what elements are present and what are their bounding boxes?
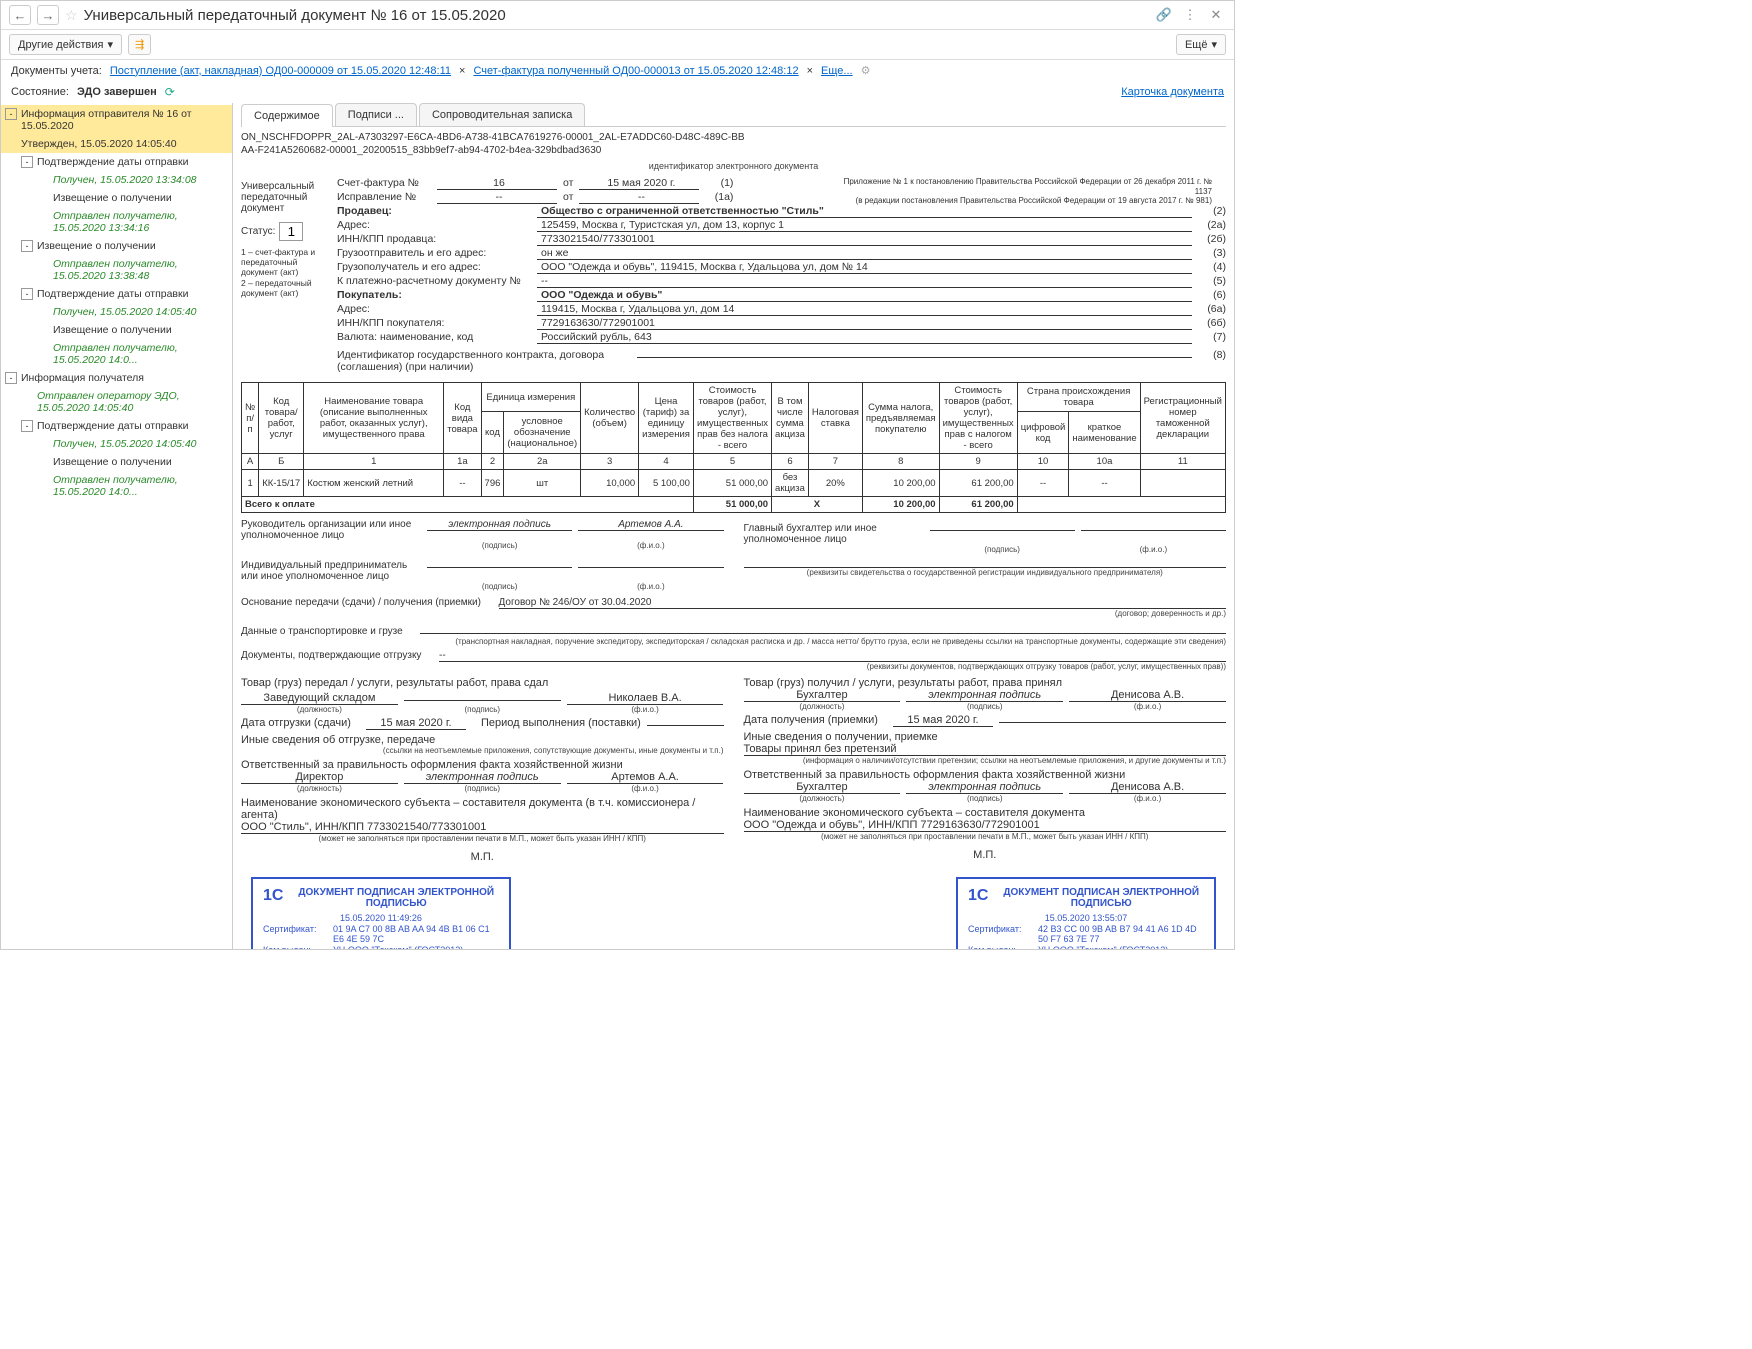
sidebar-item[interactable]: -Информация получателя	[1, 369, 232, 387]
sidebar-item[interactable]: -Подтверждение даты отправки	[1, 153, 232, 171]
card-link[interactable]: Карточка документа	[1121, 86, 1224, 98]
app-window: ← → ☆ Универсальный передаточный докумен…	[0, 0, 1235, 950]
doc-ids: ON_NSCHFDOPPR_2AL-A7303297-E6CA-4BD6-A73…	[241, 131, 1226, 157]
sidebar-item-label: Подтверждение даты отправки	[37, 288, 188, 300]
logo-1c: 1C	[263, 887, 283, 905]
sidebar-item-label: Отправлен оператору ЭДО, 15.05.2020 14:0…	[37, 390, 180, 414]
left-note: 1 – счет-фактура и передаточный документ…	[241, 247, 327, 298]
right-block: Товар (груз) получил / услуги, результат…	[744, 677, 1227, 863]
sidebar-item-label: Информация отправителя № 16 от 15.05.202…	[21, 108, 192, 132]
docs-more-link[interactable]: Еще...	[821, 65, 853, 77]
status-box: Статус:	[241, 222, 327, 241]
sidebar-item[interactable]: -Подтверждение даты отправки	[1, 417, 232, 435]
sidebar-item-label: Подтверждение даты отправки	[37, 156, 188, 168]
sidebar-item[interactable]: Получен, 15.05.2020 13:34:08	[1, 171, 232, 189]
sidebar-item-label: Утвержден, 15.05.2020 14:05:40	[21, 138, 177, 150]
content: Содержимое Подписи ... Сопроводительная …	[233, 103, 1234, 949]
stamp-right: 1CДОКУМЕНТ ПОДПИСАН ЭЛЕКТРОННОЙ ПОДПИСЬЮ…	[956, 877, 1216, 949]
tree-icon-button[interactable]: ⇶	[128, 34, 151, 55]
doc-fields: Счет-фактура № 16 от 15 мая 2020 г. (1) …	[337, 177, 1226, 374]
status-input[interactable]	[279, 222, 303, 241]
sidebar-item[interactable]: Отправлен получателю, 15.05.2020 14:0...	[1, 471, 232, 501]
sidebar-item-label: Получен, 15.05.2020 13:34:08	[53, 174, 197, 186]
sig-top: Руководитель организации или иное уполно…	[241, 519, 1226, 591]
forward-button[interactable]: →	[37, 5, 59, 25]
dropdown-icon: ▾	[107, 38, 113, 51]
tabs: Содержимое Подписи ... Сопроводительная …	[241, 103, 1226, 127]
gear-icon[interactable]: ⚙	[861, 64, 871, 77]
left-block: Товар (груз) передал / услуги, результат…	[241, 677, 724, 863]
main: -Информация отправителя № 16 от 15.05.20…	[1, 103, 1234, 949]
sidebar-item-label: Извещение о получении	[53, 324, 172, 336]
other-actions-button[interactable]: Другие действия ▾	[9, 34, 122, 55]
doc-link-1[interactable]: Поступление (акт, накладная) ОД00-000009…	[110, 65, 451, 77]
docs-line: Документы учета: Поступление (акт, накла…	[1, 60, 1234, 81]
docs-label: Документы учета:	[11, 65, 102, 77]
sidebar-item[interactable]: Отправлен получателю, 15.05.2020 13:34:1…	[1, 207, 232, 237]
two-col: Товар (груз) передал / услуги, результат…	[241, 677, 1226, 863]
back-button[interactable]: ←	[9, 5, 31, 25]
sidebar-item-label: Отправлен получателю, 15.05.2020 13:38:4…	[53, 258, 178, 282]
sidebar-item-label: Отправлен получателю, 15.05.2020 14:0...	[53, 474, 178, 498]
close-icon[interactable]: ✕	[1206, 5, 1226, 25]
tab-cover[interactable]: Сопроводительная записка	[419, 103, 585, 126]
doc-id-label: идентификатор электронного документа	[241, 161, 1226, 171]
toggle-icon[interactable]: -	[21, 288, 33, 300]
toggle-icon[interactable]: -	[21, 240, 33, 252]
sidebar-item-label: Получен, 15.05.2020 14:05:40	[53, 306, 197, 318]
more-button[interactable]: Ещё ▾	[1176, 34, 1226, 55]
sidebar-item[interactable]: Получен, 15.05.2020 14:05:40	[1, 303, 232, 321]
toggle-icon[interactable]: -	[21, 156, 33, 168]
sidebar-item[interactable]: Извещение о получении	[1, 453, 232, 471]
signature-stamps: 1CДОКУМЕНТ ПОДПИСАН ЭЛЕКТРОННОЙ ПОДПИСЬЮ…	[241, 877, 1226, 949]
sidebar-item-label: Подтверждение даты отправки	[37, 420, 188, 432]
sidebar-item-label: Отправлен получателю, 15.05.2020 13:34:1…	[53, 210, 178, 234]
sidebar-item-label: Извещение о получении	[53, 456, 172, 468]
sidebar-item[interactable]: -Подтверждение даты отправки	[1, 285, 232, 303]
toggle-icon[interactable]: -	[21, 420, 33, 432]
sidebar-item-label: Извещение о получении	[37, 240, 156, 252]
sidebar-item[interactable]: Отправлен получателю, 15.05.2020 13:38:4…	[1, 255, 232, 285]
window-title: Универсальный передаточный документ № 16…	[84, 7, 1148, 24]
doc-link-2[interactable]: Счет-фактура полученный ОД00-000013 от 1…	[473, 65, 798, 77]
stamp-left: 1CДОКУМЕНТ ПОДПИСАН ЭЛЕКТРОННОЙ ПОДПИСЬЮ…	[251, 877, 511, 949]
toggle-icon[interactable]: -	[5, 372, 17, 384]
status-line: Состояние: ЭДО завершен ⟳ Карточка докум…	[1, 81, 1234, 103]
doc-header: Универсальный передаточный документ Стат…	[241, 177, 1226, 374]
sidebar-item[interactable]: Утвержден, 15.05.2020 14:05:40	[1, 135, 232, 153]
titlebar: ← → ☆ Универсальный передаточный докумен…	[1, 1, 1234, 30]
logo-1c: 1C	[968, 887, 988, 905]
toolbar: Другие действия ▾ ⇶ Ещё ▾	[1, 30, 1234, 60]
items-table: № п/п Код товара/ работ, услуг Наименова…	[241, 382, 1226, 513]
sidebar-item[interactable]: Отправлен оператору ЭДО, 15.05.2020 14:0…	[1, 387, 232, 417]
sidebar-item-label: Извещение о получении	[53, 192, 172, 204]
total-row: Всего к оплате 51 000,00 Х 10 200,00 61 …	[242, 497, 1226, 513]
refresh-icon[interactable]: ⟳	[165, 85, 175, 99]
bottom-fields: Основание передачи (сдачи) / получения (…	[241, 597, 1226, 671]
table-row: 1КК-15/17Костюм женский летний --796шт 1…	[242, 470, 1226, 497]
sidebar-item[interactable]: Извещение о получении	[1, 321, 232, 339]
sidebar-item[interactable]: Получен, 15.05.2020 14:05:40	[1, 435, 232, 453]
dropdown-icon: ▾	[1211, 38, 1217, 51]
appendix-note: Приложение № 1 к постановлению Правитель…	[842, 177, 1212, 206]
link-icon[interactable]: 🔗	[1154, 5, 1174, 25]
sidebar-item[interactable]: -Извещение о получении	[1, 237, 232, 255]
sidebar-item[interactable]: Отправлен получателю, 15.05.2020 14:0...	[1, 339, 232, 369]
favorite-icon[interactable]: ☆	[65, 7, 78, 24]
doc-left-col: Универсальный передаточный документ Стат…	[241, 177, 327, 374]
sidebar-item-label: Отправлен получателю, 15.05.2020 14:0...	[53, 342, 178, 366]
sidebar-item[interactable]: Извещение о получении	[1, 189, 232, 207]
status-label: Состояние:	[11, 86, 69, 98]
status-value: ЭДО завершен	[77, 86, 157, 98]
sidebar: -Информация отправителя № 16 от 15.05.20…	[1, 103, 233, 949]
sidebar-item-label: Получен, 15.05.2020 14:05:40	[53, 438, 197, 450]
toggle-icon[interactable]: -	[5, 108, 17, 120]
sidebar-item[interactable]: -Информация отправителя № 16 от 15.05.20…	[1, 105, 232, 135]
menu-icon[interactable]: ⋮	[1180, 5, 1200, 25]
tab-signatures[interactable]: Подписи ...	[335, 103, 417, 126]
sidebar-item-label: Информация получателя	[21, 372, 144, 384]
tab-content[interactable]: Содержимое	[241, 104, 333, 127]
